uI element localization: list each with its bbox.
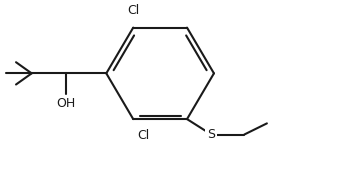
Text: S: S (207, 128, 215, 141)
Text: OH: OH (57, 97, 76, 110)
Text: Cl: Cl (127, 4, 139, 17)
Text: Cl: Cl (138, 128, 150, 142)
